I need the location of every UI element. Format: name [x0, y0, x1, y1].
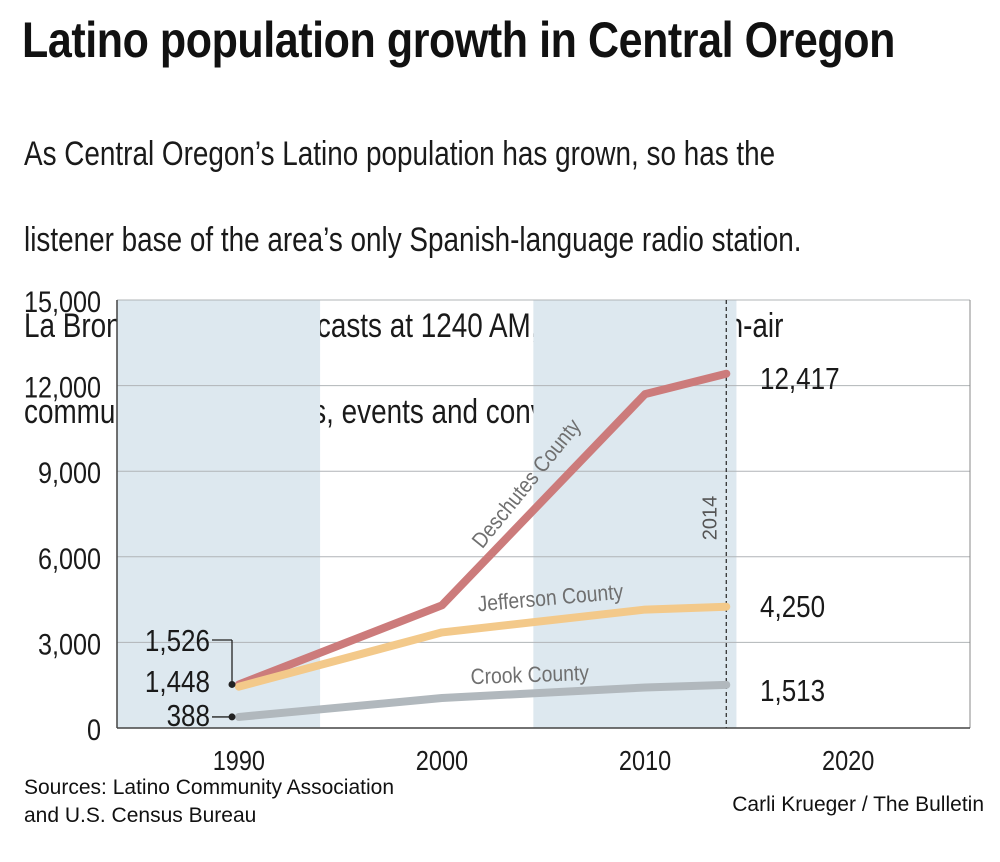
- y-tick-label: 12,000: [24, 371, 101, 405]
- series-line: [234, 680, 731, 721]
- sources-line: and U.S. Census Bureau: [24, 804, 257, 827]
- subtitle-line: listener base of the area’s only Spanish…: [24, 221, 802, 259]
- shaded-band: [533, 300, 737, 728]
- subtitle-line: As Central Oregon’s Latino population ha…: [24, 135, 776, 173]
- x-tick-label: 1990: [213, 746, 265, 776]
- series-name-label: Crook County: [470, 661, 590, 690]
- chart-title: Latino population growth in Central Oreg…: [22, 12, 895, 68]
- start-value-label: 1,448: [145, 665, 210, 700]
- reference-line-label: 2014: [699, 496, 721, 541]
- y-tick-label: 0: [87, 713, 101, 747]
- start-value-label: 388: [167, 699, 210, 734]
- series-line: [234, 602, 731, 691]
- y-tick-label: 9,000: [38, 456, 101, 490]
- x-tick-label: 2010: [619, 746, 671, 776]
- x-tick-label: 2000: [416, 746, 468, 776]
- series-line: [234, 369, 731, 689]
- end-value-label: 12,417: [760, 362, 840, 397]
- y-tick-label: 6,000: [38, 542, 101, 576]
- y-tick-label: 3,000: [38, 627, 101, 661]
- y-tick-label: 15,000: [24, 285, 101, 319]
- start-value-label: 1,526: [145, 624, 210, 659]
- leader-dot: [228, 680, 236, 688]
- end-value-label: 1,513: [760, 674, 825, 709]
- sources-line: Sources: Latino Community Association: [24, 776, 395, 799]
- shaded-band: [117, 300, 321, 728]
- x-tick-label: 2020: [822, 746, 874, 776]
- end-value-label: 4,250: [760, 590, 825, 625]
- sources-note: Sources: Latino Community Association an…: [24, 774, 394, 830]
- leader-dot: [228, 713, 236, 721]
- credit-line: Carli Krueger / The Bulletin: [732, 793, 984, 816]
